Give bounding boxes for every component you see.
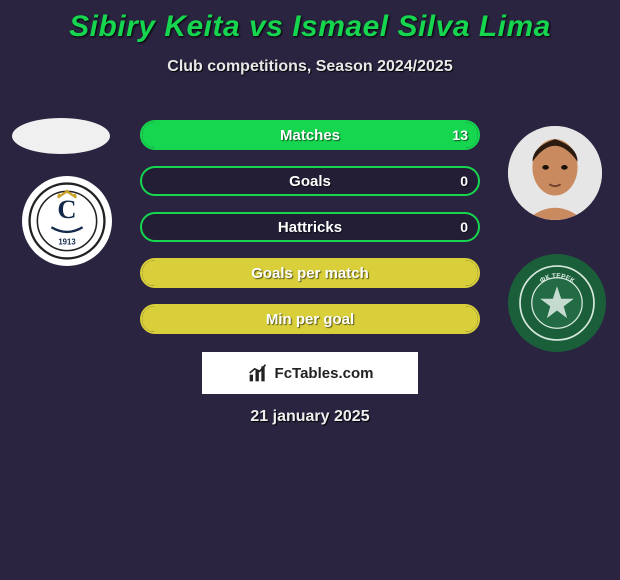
svg-text:1913: 1913 (58, 237, 76, 246)
player-right-avatar (508, 126, 602, 220)
stat-label: Hattricks (142, 214, 478, 240)
club-badge-left-icon: C 1913 (28, 182, 106, 260)
club-badge-right-icon: ФК ТЕРЕК (515, 261, 599, 345)
page-title: Sibiry Keita vs Ismael Silva Lima (0, 0, 620, 44)
stat-row: Hattricks0 (140, 212, 480, 242)
stat-label: Min per goal (142, 306, 478, 332)
stat-row: Matches13 (140, 120, 480, 150)
stat-label: Goals per match (142, 260, 478, 286)
stat-row: Goals per match (140, 258, 480, 288)
player-left-club-badge: C 1913 (22, 176, 112, 266)
player-left-avatar (12, 118, 110, 154)
player-right-club-badge: ФК ТЕРЕК (508, 254, 606, 352)
bar-chart-icon (247, 363, 269, 383)
stat-label: Matches (142, 122, 478, 148)
page-subtitle: Club competitions, Season 2024/2025 (0, 58, 620, 76)
date-line: 21 january 2025 (0, 408, 620, 426)
stat-value-right: 0 (450, 214, 478, 240)
stat-row: Goals0 (140, 166, 480, 196)
player-right-avatar-icon (508, 126, 602, 220)
stat-label: Goals (142, 168, 478, 194)
stat-value-right: 13 (442, 122, 478, 148)
club-badge-left-letter: C (57, 194, 76, 224)
brand-box: FcTables.com (202, 352, 418, 394)
brand-text: FcTables.com (275, 365, 374, 382)
stat-row: Min per goal (140, 304, 480, 334)
stats-chart: Matches13Goals0Hattricks0Goals per match… (140, 120, 480, 350)
stat-value-right: 0 (450, 168, 478, 194)
